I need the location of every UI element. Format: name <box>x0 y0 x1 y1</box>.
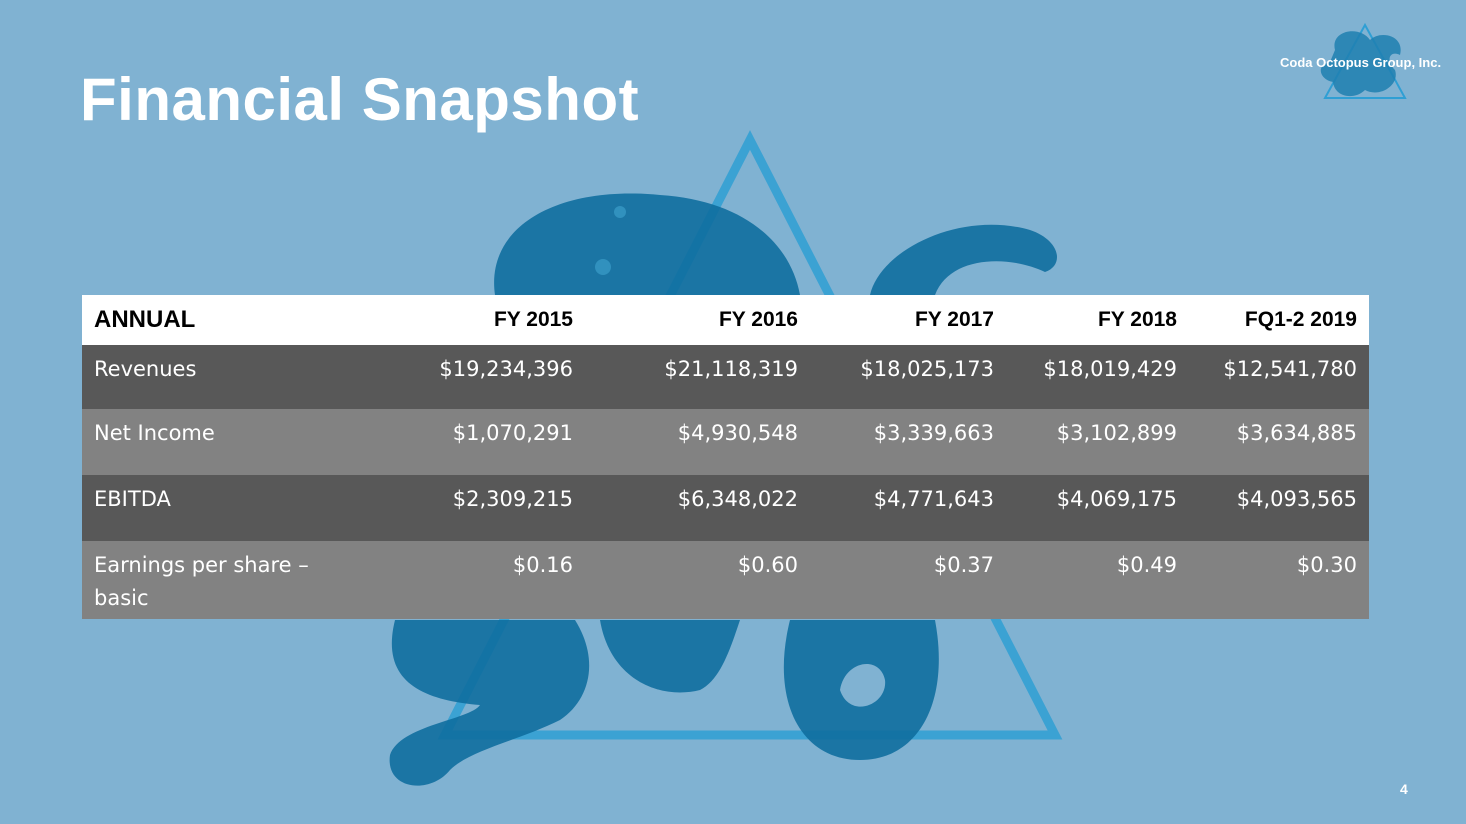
table-row: Revenues $19,234,396 $21,118,319 $18,025… <box>82 345 1369 409</box>
table-cell: $4,069,175 <box>1006 475 1189 541</box>
table-row: Net Income $1,070,291 $4,930,548 $3,339,… <box>82 409 1369 475</box>
table-cell: $0.16 <box>352 541 585 619</box>
table-cell: $12,541,780 <box>1189 345 1369 409</box>
financial-table: ANNUAL FY 2015 FY 2016 FY 2017 FY 2018 F… <box>82 295 1369 619</box>
table-cell: $3,102,899 <box>1006 409 1189 475</box>
table-cell: $6,348,022 <box>585 475 810 541</box>
row-label-net-income: Net Income <box>82 409 352 475</box>
header-fy2015: FY 2015 <box>352 295 585 345</box>
header-fy2018: FY 2018 <box>1006 295 1189 345</box>
octopus-head <box>494 193 800 295</box>
table-cell: $1,070,291 <box>352 409 585 475</box>
table-row: EBITDA $2,309,215 $6,348,022 $4,771,643 … <box>82 475 1369 541</box>
table-row: Earnings per share – basic $0.16 $0.60 $… <box>82 541 1369 619</box>
row-label-ebitda: EBITDA <box>82 475 352 541</box>
row-label-eps-basic: Earnings per share – basic <box>82 541 352 619</box>
table-header-row: ANNUAL FY 2015 FY 2016 FY 2017 FY 2018 F… <box>82 295 1369 345</box>
table-cell: $3,339,663 <box>810 409 1006 475</box>
table-cell: $0.30 <box>1189 541 1369 619</box>
table-cell: $3,634,885 <box>1189 409 1369 475</box>
table-cell: $18,019,429 <box>1006 345 1189 409</box>
octopus-logo-icon <box>1320 22 1407 99</box>
page-number: 4 <box>1400 781 1408 797</box>
header-fy2017: FY 2017 <box>810 295 1006 345</box>
octopus-tentacle-right <box>783 620 939 760</box>
slide-title: Financial Snapshot <box>80 66 640 133</box>
logo-text: Coda Octopus Group, Inc. <box>1280 55 1442 70</box>
header-fq1-2-2019: FQ1-2 2019 <box>1189 295 1369 345</box>
header-fy2016: FY 2016 <box>585 295 810 345</box>
table-cell: $4,930,548 <box>585 409 810 475</box>
table-cell: $4,771,643 <box>810 475 1006 541</box>
table-cell: $0.60 <box>585 541 810 619</box>
header-annual: ANNUAL <box>82 295 352 345</box>
table-cell: $19,234,396 <box>352 345 585 409</box>
table-cell: $18,025,173 <box>810 345 1006 409</box>
company-logo: Coda Octopus Group, Inc. <box>1275 20 1455 105</box>
table-cell: $2,309,215 <box>352 475 585 541</box>
row-label-revenues: Revenues <box>82 345 352 409</box>
table-cell: $0.37 <box>810 541 1006 619</box>
octopus-tentacle-top <box>870 224 1057 295</box>
table-cell: $21,118,319 <box>585 345 810 409</box>
octopus-tentacle-left <box>389 620 590 786</box>
table-cell: $4,093,565 <box>1189 475 1369 541</box>
octopus-tentacle-mid <box>600 620 740 693</box>
table-cell: $0.49 <box>1006 541 1189 619</box>
